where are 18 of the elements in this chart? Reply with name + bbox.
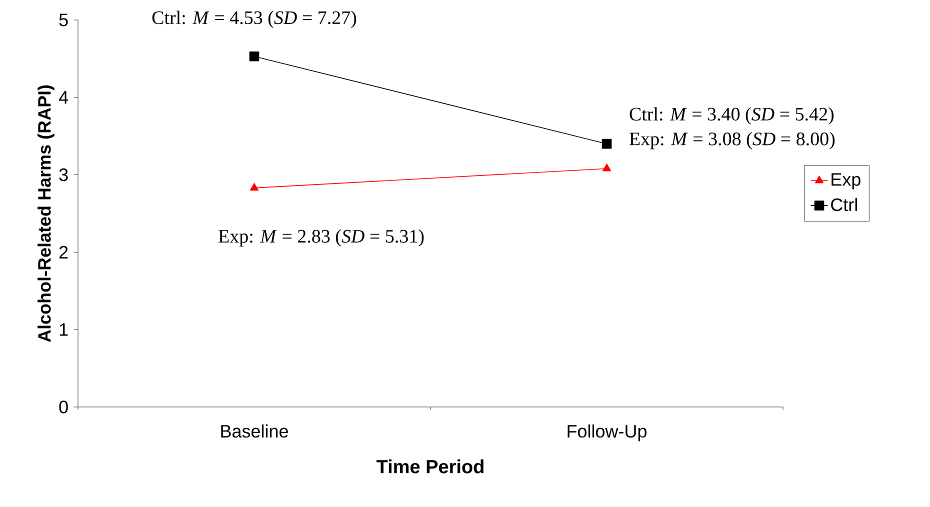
point [602, 138, 612, 149]
y-tick-label: 1 [60, 323, 68, 336]
annotation: Ctrl: M = 4.53 (SD = 7.27) [152, 10, 356, 28]
y-tick-label: 0 [59, 400, 68, 414]
legend-label: Exp [832, 173, 860, 190]
x-axis-title: Time Period [376, 459, 484, 474]
y-tick-label: 5 [59, 14, 68, 26]
annotation: Ctrl: M = 3.40 (SD = 5.42) [630, 107, 834, 124]
x-tick-label: Follow-Up [568, 424, 646, 442]
point [249, 51, 260, 62]
legend-label: Ctrl [831, 198, 857, 212]
x-tick-label: Baseline [221, 424, 288, 438]
annotation: Exp: M = 3.08 (SD = 8.00) [630, 132, 835, 150]
y-axis-title: Alcohol-Related Harms (RAPI) [38, 85, 54, 342]
annotation: Exp: M = 2.83 (SD = 5.31) [218, 229, 424, 247]
y-tick-label: 4 [58, 91, 68, 104]
y-tick-label: 3 [59, 168, 68, 182]
y-tick-label: 2 [59, 246, 68, 258]
